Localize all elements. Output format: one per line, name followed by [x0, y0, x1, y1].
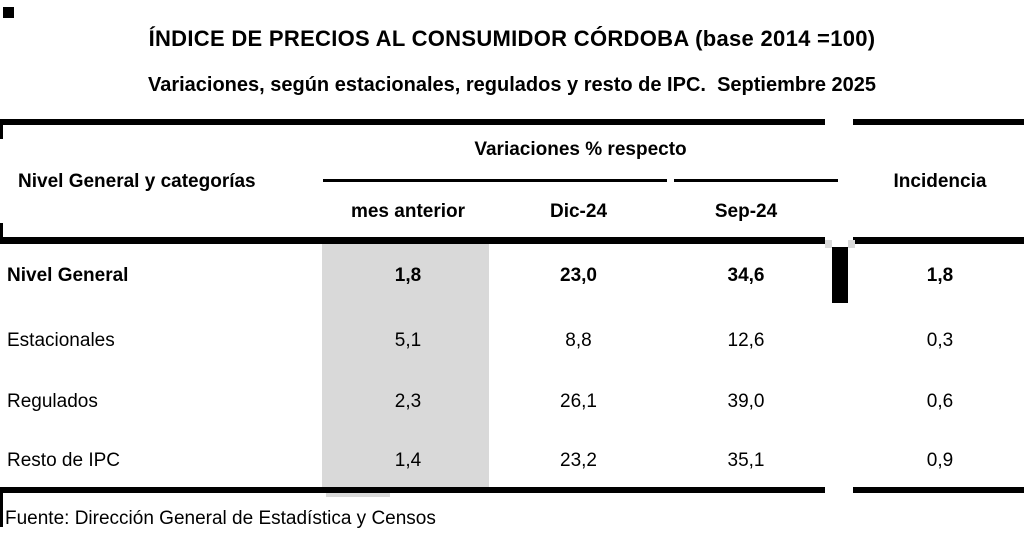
cell-estacionales-mes-anterior: 5,1 [394, 330, 422, 351]
marker-bar [832, 247, 848, 303]
cell-nivel-general-dic-24: 23,0 [560, 265, 597, 286]
cell-estacionales-incidencia: 0,3 [926, 330, 954, 351]
table-top-rule-left [0, 119, 825, 125]
group-header-underline-left [323, 179, 667, 182]
row-header-label: Nivel General y categorías [18, 171, 256, 192]
cell-regulados-sep-24: 39,0 [727, 391, 765, 412]
cell-regulados-incidencia: 0,6 [926, 391, 954, 412]
left-edge-tick-mid [0, 223, 3, 237]
source-note: Fuente: Dirección General de Estadística… [5, 508, 436, 529]
cell-estacionales-dic-24: 8,8 [565, 330, 592, 351]
col-header-sep-24: Sep-24 [714, 201, 778, 222]
col-header-mes-anterior: mes anterior [350, 201, 466, 222]
row-label-resto-de-ipc: Resto de IPC [7, 450, 120, 471]
left-edge-tick-top [0, 125, 3, 139]
table-top-rule-right [853, 119, 1024, 125]
header-bottom-rule-right [853, 237, 1024, 244]
cell-regulados-dic-24: 26,1 [560, 391, 597, 412]
cell-resto-de-ipc-dic-24: 23,2 [560, 450, 597, 471]
marker-bar-notch-left [825, 240, 832, 248]
cell-nivel-general-incidencia: 1,8 [926, 265, 954, 286]
cell-estacionales-sep-24: 12,6 [727, 330, 765, 351]
cell-resto-de-ipc-incidencia: 0,9 [926, 450, 954, 471]
column-group-header: Variaciones % respecto [474, 139, 687, 160]
header-bottom-rule-left [0, 237, 825, 244]
left-edge-tick-bottom [0, 493, 3, 527]
marker-bar-notch-right [848, 240, 855, 248]
table-bottom-rule-left [0, 487, 825, 493]
table-bottom-rule-right [853, 487, 1024, 493]
col-header-dic-24: Dic-24 [549, 201, 608, 222]
highlight-column-mes-anterior [322, 244, 489, 487]
col-header-incidencia: Incidencia [893, 171, 987, 192]
cell-resto-de-ipc-sep-24: 35,1 [727, 450, 765, 471]
cell-regulados-mes-anterior: 2,3 [394, 391, 422, 412]
corner-artifact [3, 7, 14, 18]
report-title: ÍNDICE DE PRECIOS AL CONSUMIDOR CÓRDOBA … [148, 26, 876, 51]
report-subtitle: Variaciones, según estacionales, regulad… [147, 74, 877, 96]
row-label-estacionales: Estacionales [7, 330, 115, 351]
cell-nivel-general-sep-24: 34,6 [727, 265, 765, 286]
cell-resto-de-ipc-mes-anterior: 1,4 [394, 450, 422, 471]
group-header-underline-right [674, 179, 838, 182]
row-label-nivel-general: Nivel General [7, 265, 129, 286]
highlight-column-sliver [326, 493, 390, 497]
row-label-regulados: Regulados [7, 391, 98, 412]
cell-nivel-general-mes-anterior: 1,8 [394, 265, 422, 286]
